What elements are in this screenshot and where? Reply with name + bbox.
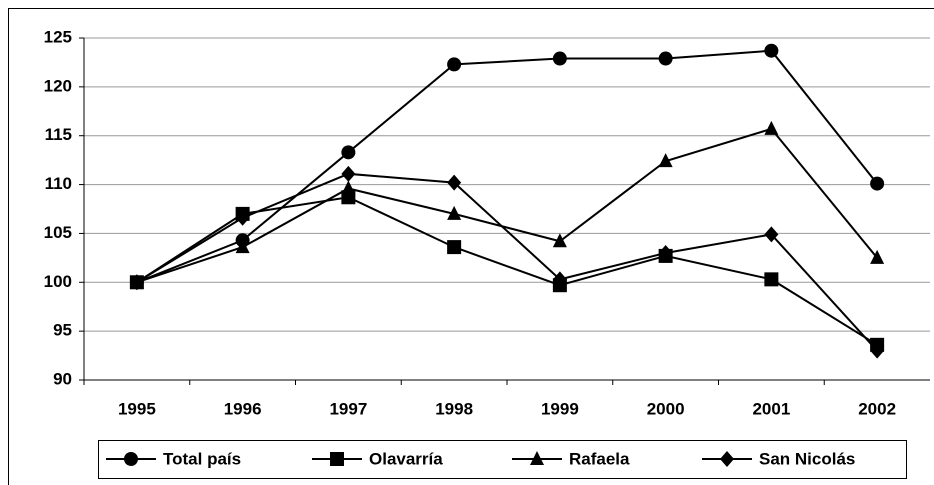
data-point <box>552 271 567 288</box>
data-point <box>447 205 462 220</box>
legend-label: Olavarría <box>369 449 443 468</box>
legend-box <box>98 440 907 479</box>
data-point <box>447 240 462 255</box>
y-tick-label: 120 <box>44 76 72 95</box>
legend-marker <box>330 452 344 466</box>
data-point <box>552 233 567 248</box>
x-tick-label: 1997 <box>329 399 367 418</box>
data-point <box>341 145 356 160</box>
data-point <box>129 274 144 291</box>
y-tick-label: 115 <box>45 125 72 144</box>
data-point <box>341 180 356 195</box>
legend-marker <box>720 451 734 467</box>
data-point <box>235 239 250 254</box>
data-point <box>764 272 779 287</box>
series-line <box>136 49 878 284</box>
legend-label: Rafaela <box>569 449 630 468</box>
x-tick-label: 2000 <box>647 399 685 418</box>
data-point <box>447 57 462 72</box>
y-tick-label: 95 <box>53 321 72 340</box>
legend-marker <box>124 452 138 466</box>
legend-marker <box>530 451 544 465</box>
y-tick-label: 110 <box>45 174 72 193</box>
data-point <box>764 43 779 58</box>
data-point <box>870 176 885 191</box>
data-point <box>341 165 356 182</box>
data-point <box>764 226 779 243</box>
series-line <box>136 127 878 284</box>
data-point <box>658 51 673 66</box>
data-point <box>658 244 673 261</box>
x-tick-label: 2002 <box>858 399 896 418</box>
data-point <box>235 209 250 226</box>
data-point <box>870 249 885 264</box>
y-tick-label: 105 <box>44 223 72 242</box>
x-tick-label: 1996 <box>224 399 262 418</box>
x-tick-label: 1998 <box>435 399 473 418</box>
data-point <box>447 174 462 191</box>
y-tick-label: 100 <box>44 272 72 291</box>
x-tick-label: 1995 <box>118 399 156 418</box>
data-point <box>658 153 673 168</box>
legend-label: San Nicolás <box>759 449 855 468</box>
y-tick-label: 125 <box>44 27 72 46</box>
series-line <box>136 172 878 352</box>
legend-label: Total país <box>163 449 241 468</box>
y-tick-label: 90 <box>53 369 72 388</box>
chart-frame <box>8 8 934 485</box>
data-point <box>764 120 779 135</box>
x-tick-label: 1999 <box>541 399 579 418</box>
data-point <box>870 342 885 359</box>
x-tick-label: 2001 <box>752 399 790 418</box>
data-point <box>552 51 567 66</box>
